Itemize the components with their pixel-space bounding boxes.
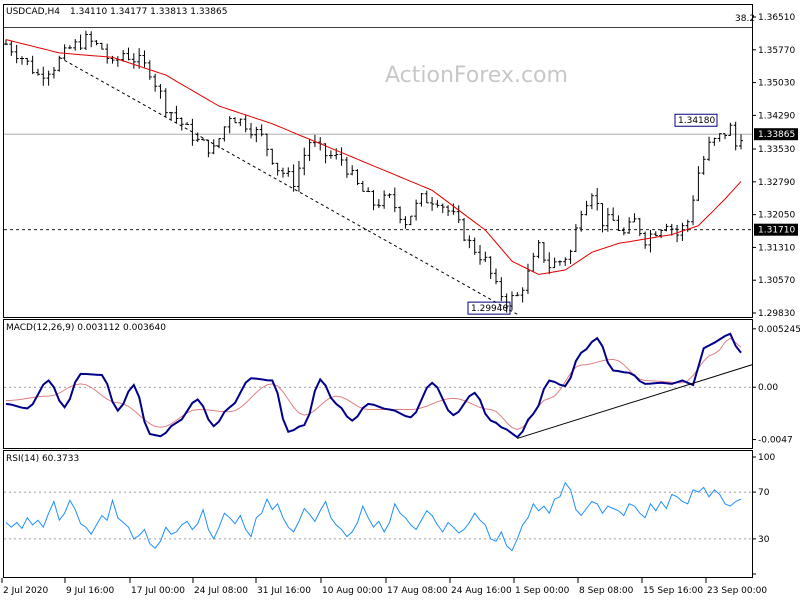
price-axis-label: 1.35030	[758, 79, 795, 89]
price-axis-label: 1.35770	[758, 46, 795, 56]
support-price-tag: 1.31710	[754, 223, 798, 236]
price-axis-label: 1.36510	[758, 13, 795, 23]
time-axis-label: 17 Aug 08:00	[387, 586, 448, 596]
rsi-header: RSI(14) 60.3733	[6, 454, 79, 464]
macd-main-line	[5, 332, 742, 439]
rsi-line	[5, 481, 742, 552]
time-axis-label: 24 Aug 16:00	[451, 586, 512, 596]
price-axis-label: 1.34290	[758, 111, 795, 121]
price-axis-label: 1.33530	[758, 145, 795, 155]
price-axis-label: 1.32050	[758, 211, 795, 221]
current-price-label: 1.33865	[758, 130, 795, 140]
time-axis-label: 15 Sep 16:00	[643, 586, 703, 596]
price-header-ohlc: 1.34110 1.34177 1.33813 1.33865	[70, 7, 227, 17]
price-axis-label: 1.32790	[758, 178, 795, 188]
support-price-label: 1.31710	[758, 226, 795, 236]
time-axis-label: 1 Sep 00:00	[515, 586, 570, 596]
price-axis-label: 1.31310	[758, 243, 795, 253]
current-price-tag: 1.33865	[754, 128, 798, 141]
price-header-symbol: USDCAD,H4	[6, 7, 60, 17]
rsi-axis-label: 100	[758, 453, 775, 463]
macd-signal-line	[5, 337, 742, 431]
moving-average-line	[5, 39, 742, 275]
annotation-high: 1.34180	[674, 113, 718, 127]
time-axis-label: 23 Sep 00:00	[707, 586, 767, 596]
annotation-high-label: 1.34180	[678, 116, 715, 126]
annotation-low-label: 1.29940	[471, 304, 508, 314]
time-axis-label: 10 Aug 00:00	[322, 586, 383, 596]
macd-axis-label: 0.00	[758, 383, 778, 393]
time-axis-label: 8 Sep 08:00	[579, 586, 634, 596]
annotation-low: 1.29940	[467, 301, 511, 315]
rsi-axis-label: 30	[758, 535, 770, 545]
downtrend-line	[59, 56, 518, 315]
time-axis-label: 17 Jul 00:00	[131, 586, 185, 596]
price-axis-label: 1.29830	[758, 309, 795, 319]
macd-axis-label: -0.0047	[758, 436, 793, 446]
macd-axis-label: 0.005245	[758, 325, 800, 335]
macd-uptrend-line	[517, 364, 753, 439]
price-axis-label: 1.30570	[758, 276, 795, 286]
fib-level-label: 38.2	[735, 14, 755, 24]
time-axis-label: 2 Jul 2020	[3, 586, 48, 596]
time-axis-label: 31 Jul 16:00	[257, 586, 311, 596]
rsi-axis-label: 70	[758, 488, 770, 498]
macd-panel-frame	[3, 319, 753, 449]
macd-header: MACD(12,26,9) 0.003112 0.003640	[6, 323, 166, 333]
rsi-panel-frame	[3, 450, 753, 578]
time-axis-label: 9 Jul 16:00	[66, 586, 115, 596]
price-panel-frame	[3, 4, 753, 318]
watermark: ActionForex.com	[385, 63, 568, 88]
time-axis-label: 24 Jul 08:00	[194, 586, 248, 596]
